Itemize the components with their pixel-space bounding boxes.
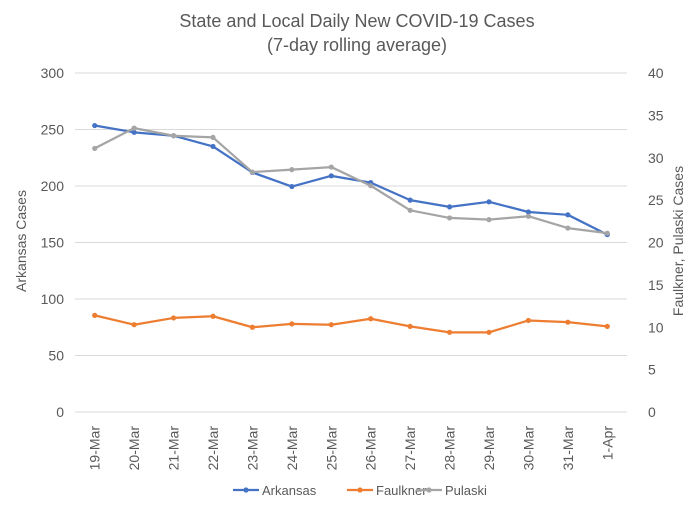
- left-tick-label: 200: [41, 178, 65, 194]
- data-point-pulaski: [210, 134, 216, 141]
- left-tick-label: 250: [41, 122, 65, 138]
- x-tick-label: 30-Mar: [520, 426, 536, 471]
- right-tick-label: 25: [648, 192, 664, 208]
- data-point-arkansas: [565, 212, 571, 218]
- data-point-pulaski: [407, 207, 413, 213]
- data-point-pulaski: [565, 225, 571, 231]
- x-tick-label: 23-Mar: [244, 426, 260, 471]
- right-axis-ticks: 0 5 10 15 20 25 30 35 40: [648, 65, 664, 420]
- data-point-pulaski: [328, 164, 334, 170]
- right-axis-title: Faulkner, Pulaski Cases: [670, 166, 686, 316]
- x-axis-ticks: 19-Mar 20-Mar 21-Mar 22-Mar 23-Mar 24-Mar 25-M…: [87, 426, 616, 471]
- x-tick-label: 19-Mar: [87, 426, 103, 471]
- left-axis-title: Arkansas Cases: [13, 190, 29, 292]
- left-tick-label: 150: [41, 235, 65, 251]
- x-tick-label: 24-Mar: [284, 426, 300, 471]
- data-point-faulkner: [289, 321, 295, 327]
- left-tick-label: 100: [41, 291, 65, 307]
- x-tick-label: 28-Mar: [442, 426, 458, 471]
- left-axis-ticks: 0 50 100 150 200 250 300: [41, 65, 65, 420]
- chart-title: State and Local Daily New COVID-19 Cases: [179, 11, 534, 31]
- legend-label-arkansas: Arkansas: [262, 483, 317, 498]
- x-tick-label: 27-Mar: [402, 426, 418, 471]
- legend-label-pulaski: Pulaski: [445, 483, 487, 498]
- x-tick-label: 22-Mar: [205, 426, 221, 471]
- data-point-arkansas: [92, 122, 98, 129]
- data-point-arkansas: [446, 204, 453, 210]
- data-point-faulkner: [525, 317, 532, 324]
- data-point-faulkner: [565, 319, 571, 325]
- x-tick-label: 31-Mar: [560, 426, 576, 471]
- right-tick-label: 35: [648, 107, 664, 123]
- legend-marker-faulkner: [357, 487, 363, 493]
- x-tick-label: 29-Mar: [481, 426, 497, 471]
- series-line-arkansas: [93, 124, 609, 236]
- data-point-arkansas: [131, 129, 137, 135]
- chart-subtitle: (7-day rolling average): [267, 35, 447, 55]
- x-tick-label: 1-Apr: [599, 426, 615, 461]
- x-tick-label: 25-Mar: [323, 426, 339, 471]
- series-line-faulkner: [93, 314, 609, 334]
- data-point-pulaski: [249, 169, 256, 175]
- data-point-arkansas: [210, 143, 216, 150]
- right-tick-label: 20: [648, 235, 664, 251]
- left-tick-label: 0: [56, 404, 64, 420]
- legend: Arkansas Faulkner Pulaski: [233, 483, 487, 498]
- data-point-faulkner: [446, 329, 453, 335]
- right-tick-label: 30: [648, 150, 664, 166]
- legend-marker-pulaski: [426, 487, 432, 493]
- data-point-pulaski: [368, 183, 374, 189]
- data-point-pulaski: [525, 213, 532, 219]
- left-tick-label: 50: [48, 348, 64, 364]
- data-point-faulkner: [170, 315, 177, 321]
- data-point-pulaski: [446, 215, 453, 221]
- right-tick-label: 10: [648, 319, 664, 335]
- legend-marker-arkansas: [243, 487, 249, 493]
- data-point-arkansas: [328, 173, 334, 179]
- data-point-pulaski: [289, 167, 295, 173]
- data-point-faulkner: [210, 313, 216, 319]
- data-point-faulkner: [249, 324, 256, 330]
- data-point-arkansas: [407, 197, 413, 203]
- series-lines: [92, 122, 610, 335]
- legend-label-faulkner: Faulkner: [376, 483, 427, 498]
- data-point-faulkner: [407, 323, 413, 330]
- gridlines: [75, 72, 627, 413]
- data-point-faulkner: [328, 322, 334, 328]
- data-point-pulaski: [131, 125, 137, 131]
- right-tick-label: 5: [648, 362, 656, 378]
- x-tick-label: 26-Mar: [363, 426, 379, 471]
- right-tick-label: 0: [648, 404, 656, 420]
- data-point-faulkner: [131, 322, 137, 328]
- x-tick-label: 20-Mar: [126, 426, 142, 471]
- data-point-faulkner: [486, 329, 492, 335]
- x-tick-label: 21-Mar: [166, 426, 182, 471]
- right-tick-label: 15: [648, 277, 664, 293]
- data-point-arkansas: [486, 199, 492, 205]
- data-point-arkansas: [289, 183, 295, 190]
- data-point-pulaski: [604, 230, 610, 236]
- data-point-pulaski: [486, 217, 492, 223]
- data-point-arkansas: [525, 209, 532, 215]
- data-point-faulkner: [604, 323, 610, 330]
- right-tick-label: 40: [648, 65, 664, 81]
- data-point-pulaski: [92, 145, 98, 152]
- data-point-faulkner: [92, 312, 98, 318]
- data-point-faulkner: [368, 316, 374, 322]
- data-point-pulaski: [170, 133, 177, 139]
- series-line-pulaski: [93, 126, 609, 235]
- left-tick-label: 300: [41, 65, 65, 81]
